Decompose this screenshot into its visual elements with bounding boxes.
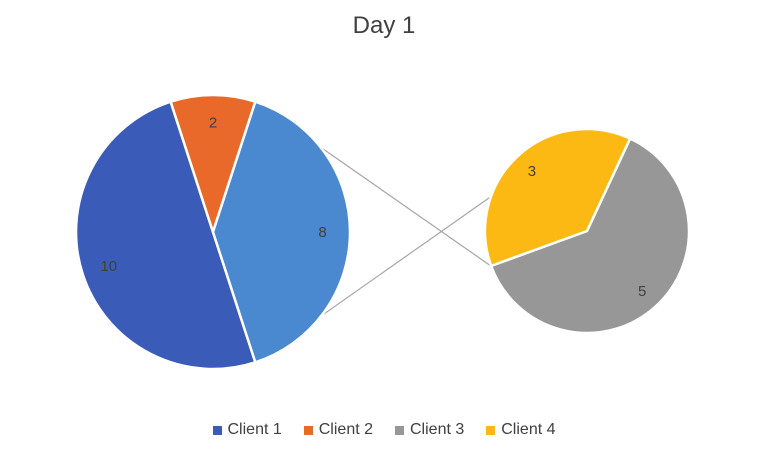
legend-label-client-2: Client 2 bbox=[318, 421, 373, 438]
pie-slice-client-2 bbox=[169, 93, 257, 234]
legend: Client 1 Client 2 Client 3 Client 4 bbox=[0, 421, 768, 439]
data-label-client-4: 3 bbox=[528, 163, 536, 180]
legend-swatch-client-1 bbox=[212, 425, 222, 435]
legend-swatch-client-3 bbox=[395, 425, 404, 435]
data-label-client-3: 5 bbox=[638, 283, 646, 300]
legend-label-client-1: Client 1 bbox=[227, 421, 282, 438]
legend-item-client-2: Client 2 bbox=[303, 421, 373, 439]
legend-item-client-4: Client 4 bbox=[486, 421, 556, 439]
pie-slice-other bbox=[211, 100, 352, 364]
legend-label-client-3: Client 3 bbox=[410, 421, 465, 438]
data-label-client-1: 10 bbox=[100, 258, 117, 275]
pie-slice-client-4 bbox=[483, 127, 632, 268]
legend-label-client-4: Client 4 bbox=[501, 421, 556, 438]
legend-item-client-1: Client 1 bbox=[212, 421, 282, 439]
legend-item-client-3: Client 3 bbox=[395, 421, 464, 439]
legend-swatch-client-2 bbox=[303, 425, 313, 435]
data-label-other: 8 bbox=[318, 224, 326, 241]
pie-slice-client-3 bbox=[489, 137, 691, 335]
pie-slice-client-1 bbox=[74, 100, 257, 371]
legend-swatch-client-4 bbox=[486, 425, 496, 435]
chart-title: Day 1 bbox=[352, 12, 416, 39]
data-label-client-2: 2 bbox=[209, 114, 217, 131]
